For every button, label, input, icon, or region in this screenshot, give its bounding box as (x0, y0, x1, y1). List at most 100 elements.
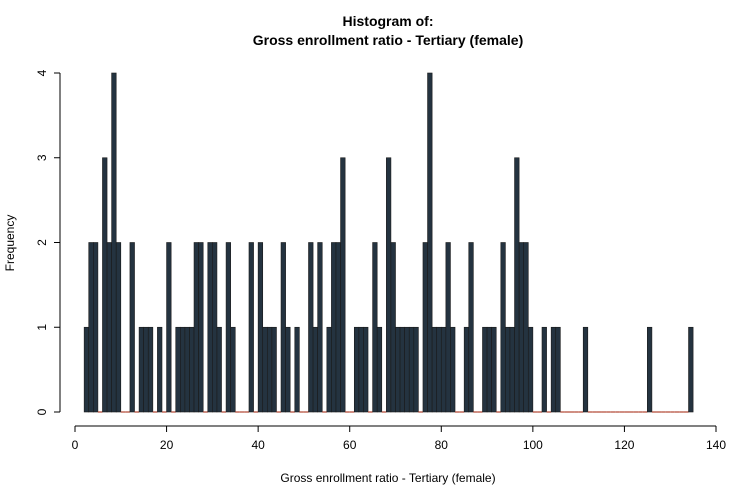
histogram-bar (294, 326, 300, 413)
empty-bin-marker (656, 411, 662, 413)
histogram-bar (308, 242, 314, 413)
empty-bin-marker (134, 411, 140, 413)
histogram-bar (212, 242, 218, 413)
empty-bin-marker (455, 411, 460, 413)
empty-bin-marker (578, 411, 584, 413)
histogram-bar (111, 72, 117, 413)
empty-bin-marker (560, 411, 565, 413)
empty-bin-marker (537, 411, 543, 413)
histogram-bar (427, 72, 433, 413)
empty-bin-marker (601, 411, 607, 413)
x-tick-label: 80 (435, 438, 449, 452)
empty-bin-marker (592, 411, 597, 413)
histogram-bar (395, 326, 401, 413)
histogram-bar (372, 242, 378, 413)
empty-bin-marker (381, 411, 387, 413)
empty-bin-marker (633, 411, 639, 413)
histogram-bar (353, 326, 360, 413)
empty-bin-marker (120, 411, 126, 413)
histogram-bar (106, 242, 112, 413)
histogram-bar (138, 326, 144, 413)
histogram-bar (450, 326, 456, 413)
histogram-bar (271, 326, 277, 413)
empty-bin-marker (629, 411, 634, 413)
histogram-bar (647, 326, 653, 413)
histogram-bar (688, 326, 694, 413)
empty-bin-marker (496, 411, 501, 413)
empty-bin-marker (239, 411, 245, 413)
histogram-bar (83, 326, 90, 413)
chart-title-line-2: Gross enrollment ratio - Tertiary (femal… (253, 32, 523, 48)
histogram-bar (363, 326, 369, 413)
histogram-bar (436, 326, 442, 413)
empty-bin-marker (477, 411, 483, 413)
y-tick-label: 1 (35, 324, 49, 331)
empty-bin-marker (125, 411, 130, 413)
histogram-bar (285, 326, 291, 413)
histogram-bar (468, 242, 474, 413)
histogram-bar (216, 326, 222, 413)
x-tick-label: 60 (343, 438, 357, 452)
histogram-bar (102, 157, 108, 413)
y-tick-label: 2 (35, 239, 49, 246)
histogram-bar (280, 242, 286, 413)
empty-bin-marker (459, 411, 465, 413)
histogram-bar (225, 242, 231, 413)
histogram-bar (230, 326, 236, 413)
histogram-bar (331, 242, 337, 413)
histogram-bar (413, 326, 419, 413)
histogram-bar (207, 242, 213, 413)
empty-bin-marker (303, 411, 309, 413)
empty-bin-marker (606, 411, 611, 413)
empty-bin-marker (418, 411, 423, 413)
histogram-bar (166, 242, 172, 413)
empty-bin-marker (161, 411, 167, 413)
histogram-bar (198, 242, 204, 413)
empty-bin-marker (651, 411, 657, 413)
empty-bin-marker (532, 411, 538, 413)
x-tick-label: 140 (706, 438, 726, 452)
histogram-bar (262, 326, 268, 413)
empty-bin-marker (276, 411, 282, 413)
empty-bin-marker (574, 411, 579, 413)
empty-bin-marker (569, 411, 575, 413)
histogram-bar (518, 242, 524, 413)
empty-bin-marker (642, 411, 648, 413)
histogram-bar (257, 242, 264, 413)
empty-bin-marker (473, 411, 478, 413)
empty-bin-marker (152, 411, 158, 413)
y-axis-label: Frequency (3, 215, 17, 272)
histogram-bar (555, 326, 561, 413)
histogram-bar (193, 242, 199, 413)
histogram-bar (509, 326, 515, 413)
empty-bin-marker (610, 411, 616, 413)
x-axis: 0 20 40 60 80 100 120 140 (72, 425, 726, 452)
histogram-bar (514, 157, 520, 413)
histogram-bar (157, 326, 163, 413)
histogram-bar (440, 326, 447, 413)
histogram-bar (527, 326, 534, 413)
empty-bin-marker (683, 411, 689, 413)
empty-bin-marker (244, 411, 249, 413)
empty-bin-marker (349, 411, 355, 413)
histogram-bar (422, 242, 428, 413)
empty-bin-marker (624, 411, 630, 413)
histogram-bar (326, 326, 332, 413)
histogram-bar (93, 242, 99, 413)
histogram-bar (463, 326, 470, 413)
empty-bin-marker (619, 411, 625, 413)
empty-bin-marker (564, 411, 570, 413)
empty-bin-marker (203, 411, 208, 413)
histogram-bar (358, 326, 364, 413)
empty-bin-marker (596, 411, 602, 413)
histogram-bar (180, 326, 186, 413)
empty-bin-marker (661, 411, 666, 413)
histogram-bar (482, 326, 488, 413)
histogram-bar (266, 326, 273, 413)
bars-group (83, 72, 694, 413)
histogram-bar (390, 242, 396, 413)
histogram-bar (335, 242, 341, 413)
histogram-bar (340, 157, 346, 413)
x-axis-label: Gross enrollment ratio - Tertiary (femal… (280, 471, 495, 485)
histogram-bar (505, 326, 511, 413)
